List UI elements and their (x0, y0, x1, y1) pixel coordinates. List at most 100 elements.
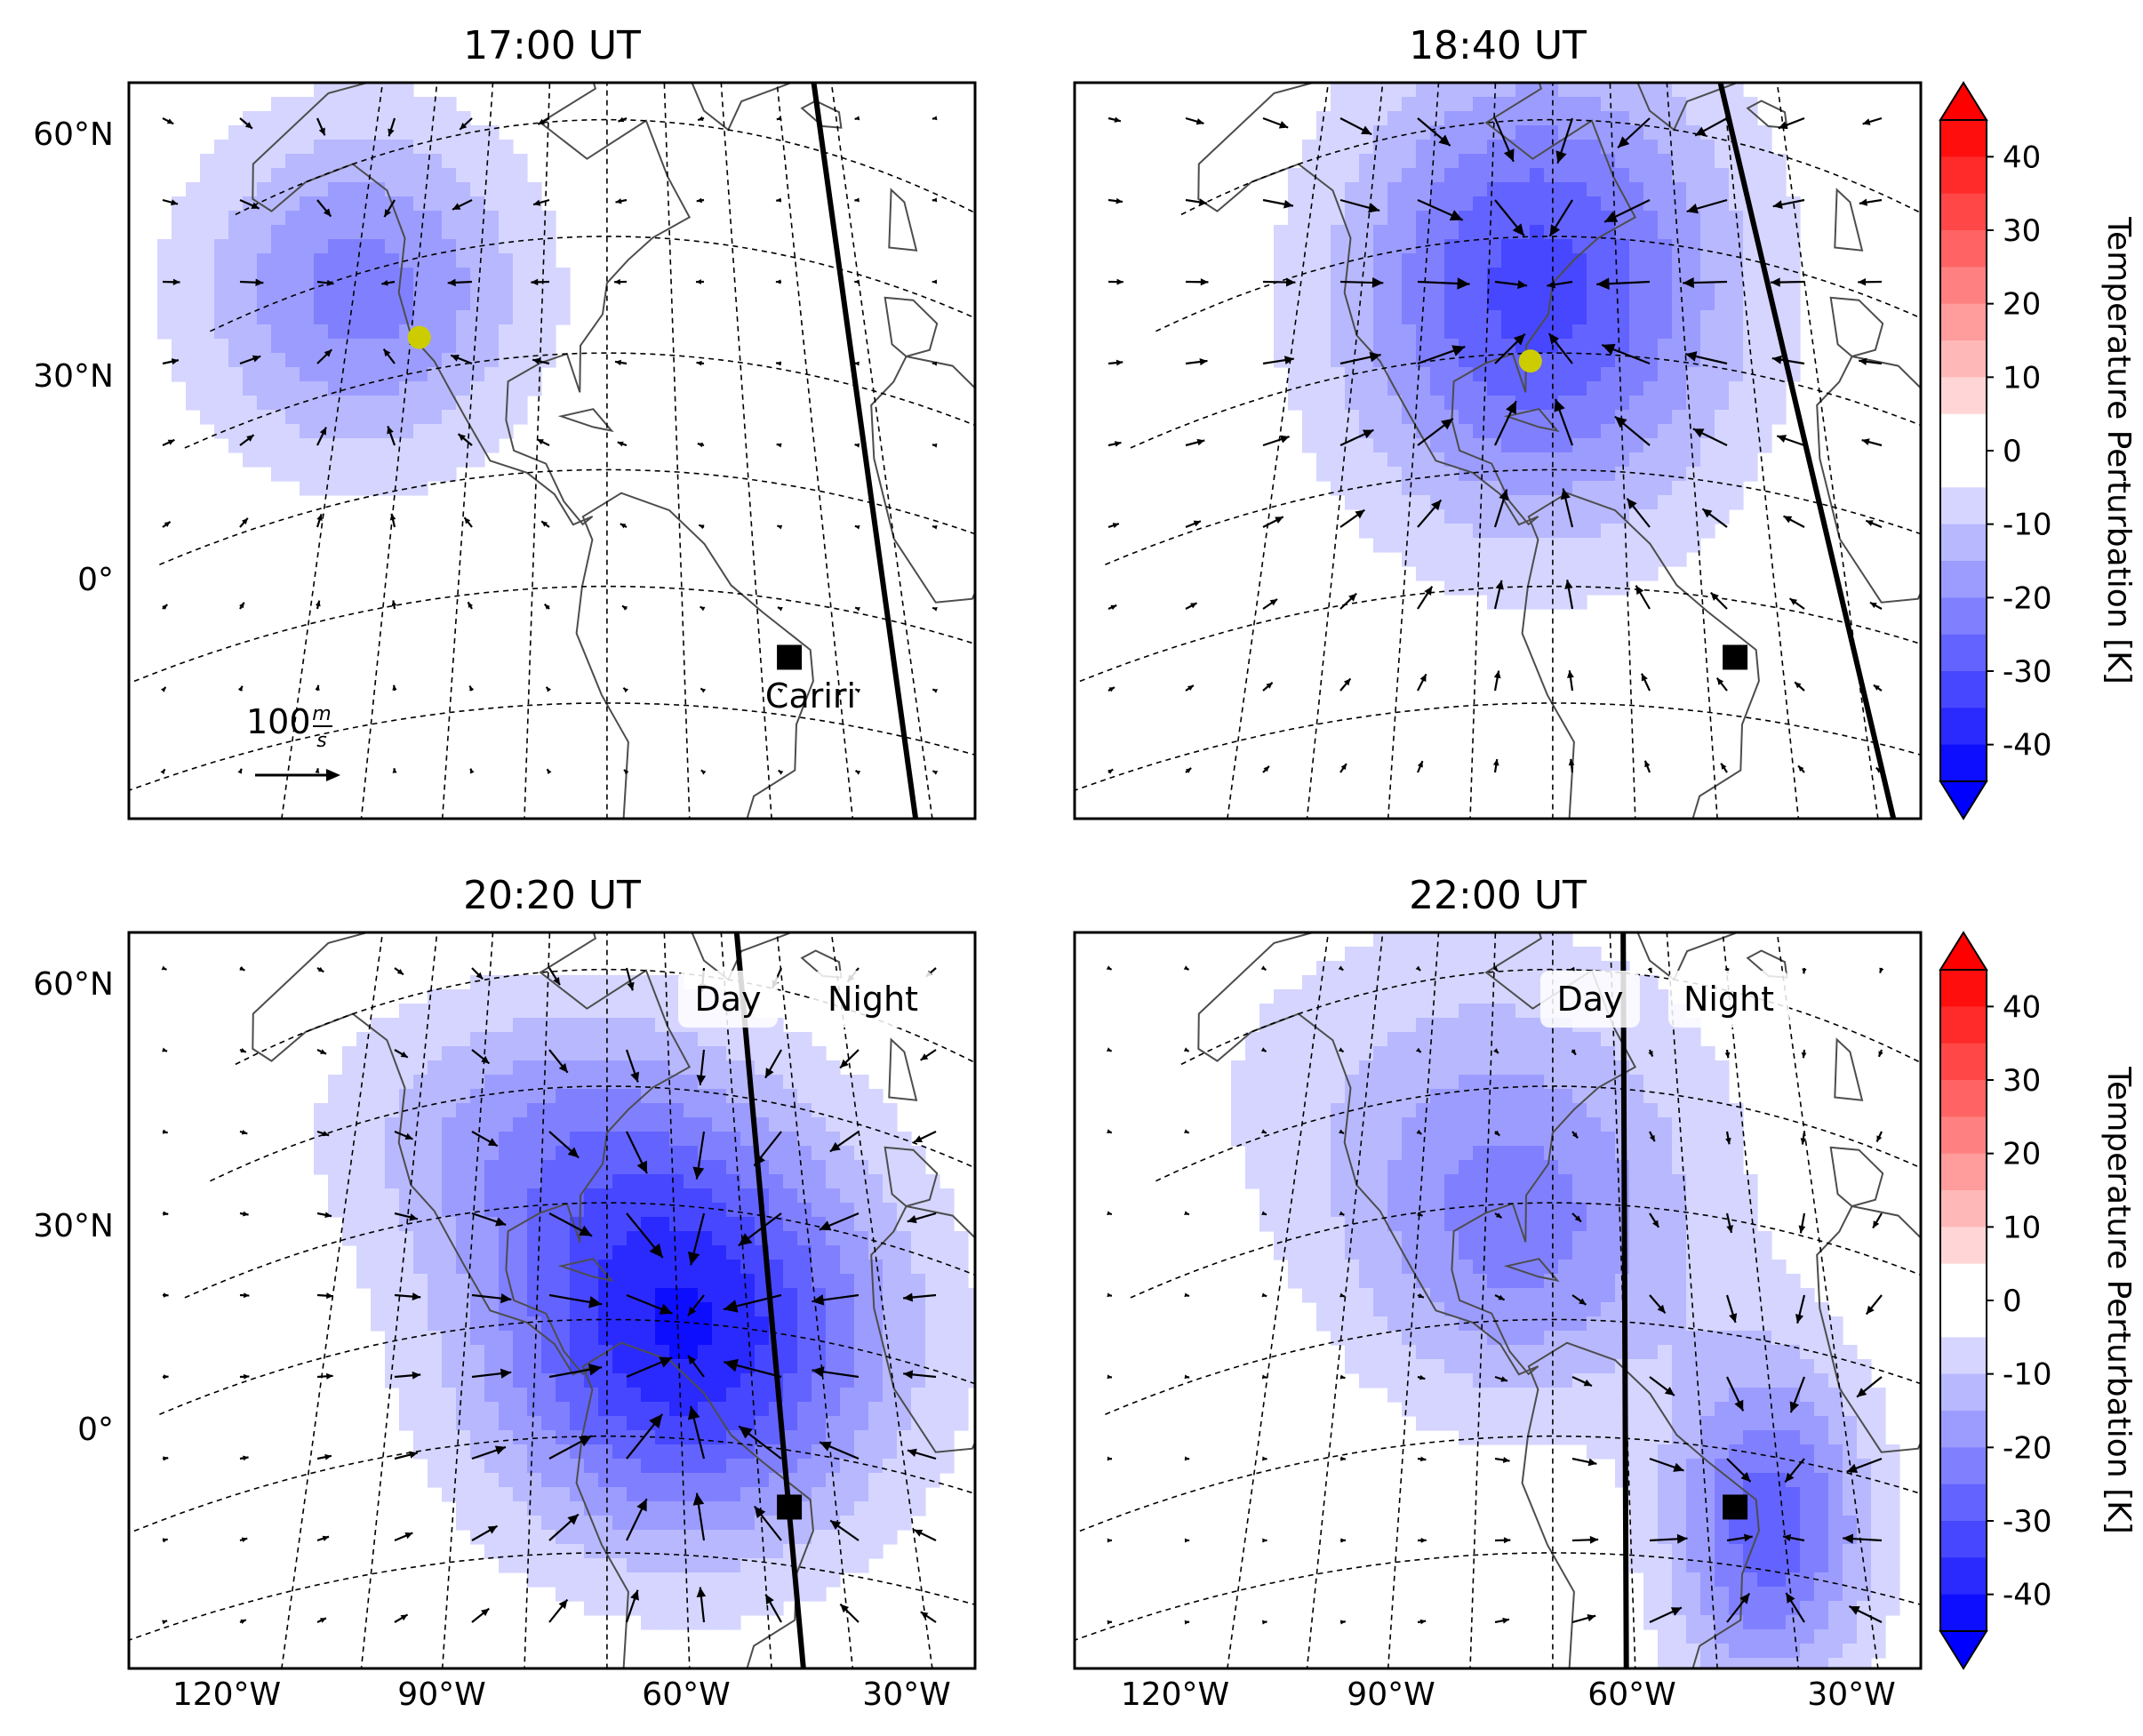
temperature-cell (726, 1473, 741, 1488)
temperature-cell (684, 1217, 699, 1232)
temperature-cell (1373, 1032, 1388, 1047)
temperature-cell (1786, 211, 1801, 226)
temperature-cell (428, 1231, 443, 1246)
temperature-cell (925, 1402, 940, 1417)
temperature-cell (598, 1089, 613, 1104)
temperature-cell (655, 1544, 670, 1559)
wind-arrow-head (1283, 356, 1294, 364)
wind-arrow-head (1441, 418, 1453, 430)
temperature-cell (1345, 452, 1360, 468)
wind-arrow-head (464, 517, 471, 524)
temperature-cell (399, 83, 414, 98)
temperature-cell (1658, 296, 1673, 311)
temperature-cell (1473, 1046, 1488, 1061)
temperature-cell (570, 1160, 585, 1175)
temperature-cell (428, 1075, 443, 1090)
temperature-cell (1572, 381, 1587, 396)
temperature-cell (1473, 140, 1488, 155)
temperature-cell (1274, 282, 1289, 297)
temperature-cell (1387, 1174, 1403, 1189)
temperature-cell (641, 1103, 656, 1118)
temperature-cell (1359, 1359, 1374, 1374)
y-tick-label: 0° (77, 562, 114, 598)
temperature-cell (1259, 1032, 1275, 1047)
wind-arrow-head (1692, 428, 1705, 438)
temperature-cell (385, 282, 400, 297)
temperature-cell (1729, 467, 1744, 482)
temperature-cell (342, 1075, 357, 1090)
temperature-cell (186, 239, 201, 254)
wind-arrow-head (322, 1535, 330, 1541)
temperature-cell (1416, 268, 1431, 283)
temperature-cell (669, 1444, 684, 1460)
temperature-cell (1259, 1188, 1275, 1204)
temperature-cell (1331, 1245, 1346, 1260)
temperature-cell (840, 1516, 855, 1531)
temperature-cell (1387, 1132, 1403, 1147)
temperature-cell (356, 282, 372, 297)
temperature-cell (840, 1473, 855, 1488)
temperature-cell (1259, 1160, 1275, 1175)
temperature-cell (1572, 1217, 1587, 1232)
temperature-cell (470, 1146, 485, 1161)
temperature-cell (812, 1473, 827, 1488)
temperature-cell (1658, 509, 1673, 524)
temperature-cell (428, 1316, 443, 1332)
temperature-cell (868, 1203, 884, 1218)
temperature-cell (598, 1217, 613, 1232)
temperature-cell (356, 452, 372, 468)
temperature-cell (1544, 1231, 1559, 1246)
temperature-cell (1771, 239, 1787, 254)
temperature-cell (1331, 452, 1346, 468)
temperature-cell (584, 1530, 599, 1545)
temperature-cell (470, 367, 485, 382)
temperature-cell (556, 1174, 571, 1189)
temperature-cell (570, 1373, 585, 1388)
temperature-cell (1288, 1018, 1303, 1033)
temperature-cell (911, 1203, 926, 1218)
temperature-cell (669, 1089, 684, 1104)
temperature-cell (271, 324, 286, 340)
temperature-cell (385, 1146, 400, 1161)
temperature-cell (1444, 253, 1459, 268)
temperature-cell (1459, 239, 1474, 254)
temperature-cell (570, 1174, 585, 1189)
temperature-cell (271, 452, 286, 468)
temperature-cell (470, 1302, 485, 1317)
temperature-cell (655, 1032, 670, 1047)
temperature-cell (356, 1132, 372, 1147)
temperature-cell (1473, 1331, 1488, 1346)
temperature-cell (442, 1217, 457, 1232)
temperature-cell (442, 1060, 457, 1076)
temperature-cell (669, 1373, 684, 1388)
temperature-cell (1544, 1103, 1559, 1118)
temperature-cell (484, 1060, 500, 1076)
temperature-cell (1786, 225, 1801, 240)
temperature-cell (684, 1444, 699, 1460)
temperature-cell (1387, 524, 1403, 539)
temperature-cell (1558, 111, 1573, 126)
temperature-cell (1373, 424, 1388, 439)
temperature-cell (1743, 282, 1758, 297)
temperature-cell (612, 1359, 628, 1374)
temperature-cell (570, 1572, 585, 1588)
temperature-cell (655, 1203, 670, 1218)
temperature-cell (413, 1018, 428, 1033)
temperature-cell (1572, 1032, 1587, 1047)
temperature-cell (1259, 1132, 1275, 1147)
temperature-cell (1473, 1416, 1488, 1431)
temperature-cell (385, 1260, 400, 1275)
wind-arrow-head (241, 517, 248, 525)
temperature-cell (1416, 467, 1431, 482)
temperature-cell (1373, 111, 1388, 126)
temperature-cell (669, 1174, 684, 1189)
temperature-cell (428, 1345, 443, 1360)
y-tick-label: 30°N (33, 1208, 114, 1244)
temperature-cell (584, 1160, 599, 1175)
temperature-cell (655, 1288, 670, 1303)
temperature-cell (854, 1089, 869, 1104)
wind-arrow-head (776, 197, 781, 203)
temperature-cell (1459, 566, 1474, 581)
temperature-cell (598, 1075, 613, 1090)
temperature-cell (1757, 296, 1772, 311)
